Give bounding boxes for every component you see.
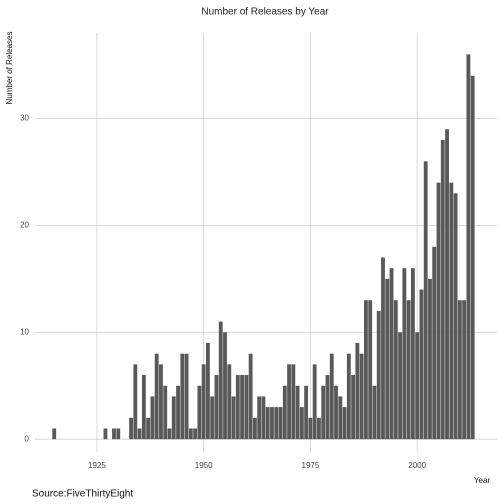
bar <box>470 75 475 440</box>
x-axis-title: Year <box>474 476 491 485</box>
bar <box>368 300 373 440</box>
bar <box>270 407 274 440</box>
bar <box>163 385 168 440</box>
bar <box>137 428 142 440</box>
bar <box>304 385 309 440</box>
bar <box>406 300 411 440</box>
bar <box>197 385 202 440</box>
bar <box>299 407 304 440</box>
bar <box>317 417 321 440</box>
bar <box>184 353 189 440</box>
caption: Source:FiveThirtyEight <box>32 489 133 500</box>
bar <box>295 385 300 440</box>
bar <box>449 182 454 440</box>
bar <box>308 417 313 440</box>
bar <box>278 407 283 440</box>
bar <box>312 364 317 440</box>
bar <box>453 193 458 440</box>
bar <box>372 385 377 440</box>
x-tick-label: 1975 <box>302 461 320 470</box>
x-tick-label: 1925 <box>88 461 106 470</box>
bar <box>257 396 262 440</box>
bar <box>457 300 462 440</box>
bar <box>398 332 402 440</box>
x-tick-label: 1950 <box>195 461 213 470</box>
x-tick-label: 2000 <box>408 461 426 470</box>
bar <box>393 300 398 440</box>
bar <box>227 364 232 440</box>
bar <box>402 268 407 440</box>
bar <box>218 321 223 440</box>
bar <box>159 364 163 440</box>
bar <box>52 428 57 440</box>
bar <box>359 353 364 440</box>
bar <box>265 407 270 440</box>
bar <box>274 407 279 440</box>
bar <box>338 396 343 440</box>
bar <box>462 300 467 440</box>
bar <box>206 342 210 440</box>
bar <box>193 428 198 440</box>
bar <box>171 396 176 440</box>
bar <box>436 182 441 440</box>
bar <box>376 310 381 440</box>
bar <box>240 375 245 440</box>
bar <box>133 364 138 440</box>
bar <box>410 268 415 440</box>
bar <box>103 428 108 440</box>
bar <box>223 332 227 440</box>
bar <box>321 385 326 440</box>
bar <box>235 375 240 440</box>
bar <box>355 342 360 440</box>
bar <box>432 246 437 440</box>
bar <box>415 332 420 440</box>
bar <box>334 385 338 440</box>
bar <box>214 375 219 440</box>
bar <box>201 364 206 440</box>
bar <box>180 353 185 440</box>
y-tick-label: 10 <box>20 327 29 336</box>
y-tick-label: 30 <box>20 114 29 123</box>
bar <box>210 396 215 440</box>
bar <box>231 396 236 440</box>
bar <box>466 54 471 440</box>
bar <box>188 428 193 440</box>
bar <box>385 278 390 440</box>
bar <box>141 375 146 440</box>
bar <box>282 385 287 440</box>
y-tick-label: 20 <box>20 221 29 230</box>
bar <box>363 300 368 440</box>
bar <box>287 364 291 440</box>
bar <box>112 428 116 440</box>
bar <box>351 375 356 440</box>
bar <box>167 428 172 440</box>
bar <box>176 385 180 440</box>
bar <box>244 375 249 440</box>
bar <box>146 417 151 440</box>
bar <box>389 268 394 440</box>
bar <box>342 407 347 440</box>
y-tick-label: 0 <box>25 434 30 443</box>
bar <box>445 129 449 440</box>
bar <box>154 353 159 440</box>
bar <box>346 353 351 440</box>
bar <box>325 375 330 440</box>
bar <box>129 417 133 440</box>
bar <box>419 289 424 440</box>
chart-title: Number of Releases by Year <box>201 7 329 18</box>
bar <box>291 364 296 440</box>
bar <box>248 353 253 440</box>
bar <box>116 428 121 440</box>
bar <box>381 257 385 440</box>
bar <box>428 278 432 440</box>
bar <box>329 353 334 440</box>
bar <box>150 396 155 440</box>
bar <box>252 417 257 440</box>
bar <box>261 396 266 440</box>
y-axis-title: Number of Releases <box>5 32 14 105</box>
bar <box>423 161 428 440</box>
bar <box>440 139 445 440</box>
